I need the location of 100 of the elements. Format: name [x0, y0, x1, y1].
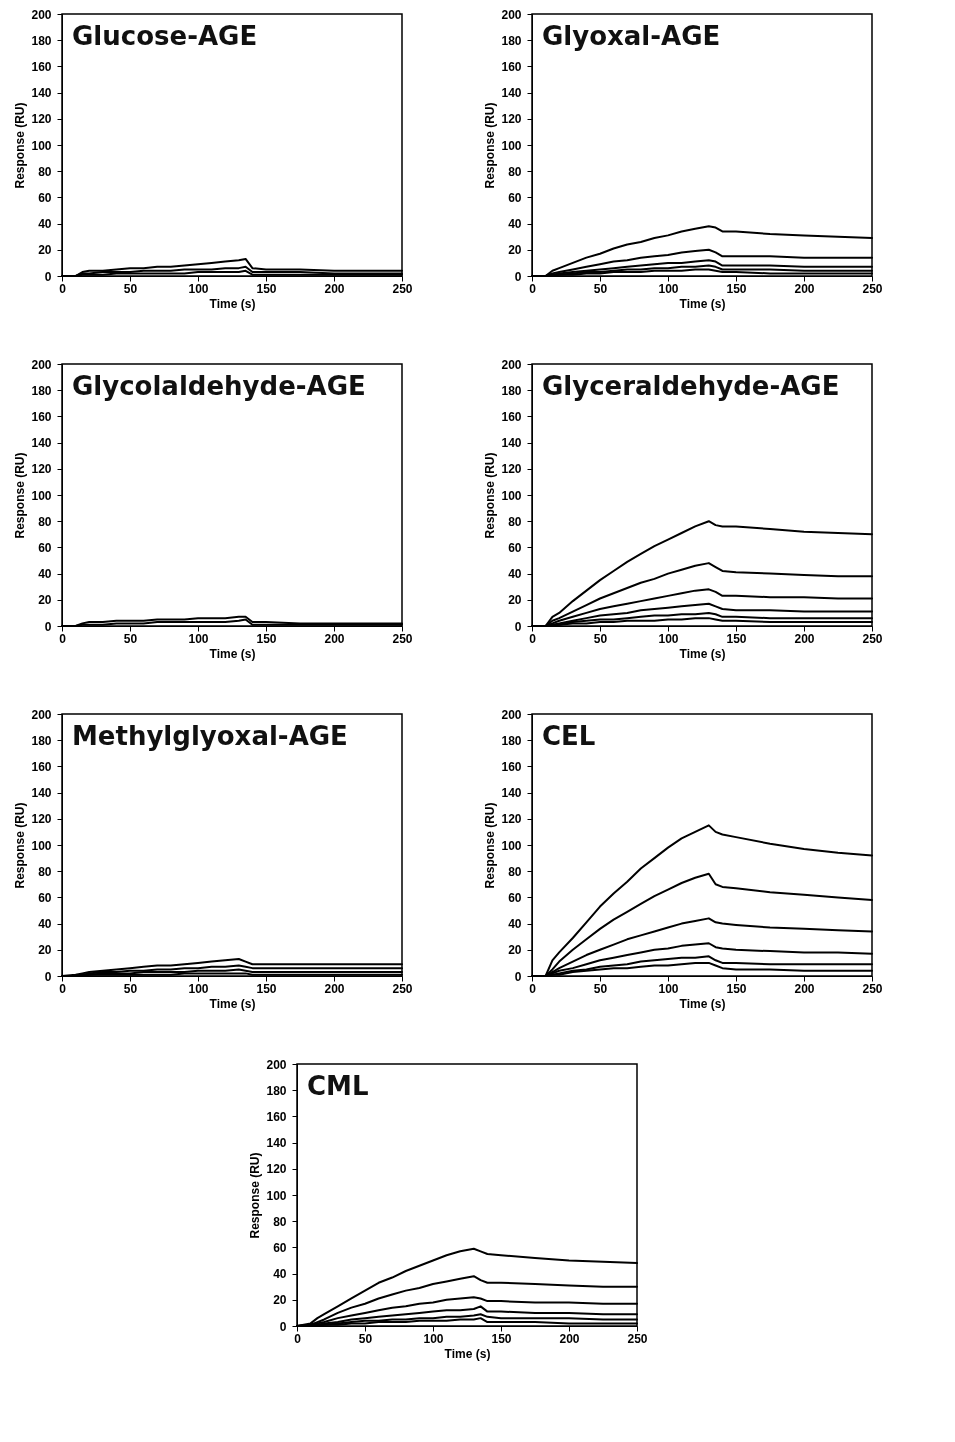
x-tick-label: 50	[593, 281, 607, 296]
y-tick-label: 80	[272, 1214, 287, 1229]
x-axis-title: Time (s)	[679, 646, 725, 661]
y-tick-label: 180	[500, 383, 522, 398]
y-tick-label: 120	[500, 812, 522, 827]
y-tick-label: 80	[507, 164, 522, 179]
y-tick-label: 60	[37, 540, 52, 555]
x-tick-label: 200	[323, 631, 345, 646]
y-tick-label: 140	[30, 86, 52, 101]
y-tick-label: 40	[37, 217, 52, 232]
y-axis-title: Response (RU)	[247, 1152, 262, 1239]
y-tick-label: 100	[500, 838, 522, 853]
y-tick-label: 20	[507, 243, 522, 258]
y-tick-label: 80	[37, 164, 52, 179]
x-tick-label: 150	[725, 631, 747, 646]
y-tick-label: 160	[500, 759, 522, 774]
x-tick-label: 250	[861, 981, 883, 996]
x-axis-title: Time (s)	[679, 996, 725, 1011]
y-tick-label: 0	[44, 619, 52, 634]
y-tick-label: 160	[500, 409, 522, 424]
y-tick-label: 200	[500, 357, 522, 372]
chart-title: Glycolaldehyde-AGE	[71, 371, 366, 401]
chart-title: Methylglyoxal-AGE	[71, 721, 348, 751]
y-tick-label: 0	[514, 969, 522, 984]
x-axis-title: Time (s)	[679, 296, 725, 311]
x-tick-label: 50	[123, 981, 137, 996]
y-tick-label: 120	[265, 1162, 287, 1177]
y-tick-label: 0	[279, 1319, 287, 1334]
y-axis-title: Response (RU)	[12, 802, 27, 889]
y-tick-label: 180	[30, 33, 52, 48]
y-tick-label: 160	[500, 59, 522, 74]
x-tick-label: 150	[255, 631, 277, 646]
x-tick-label: 200	[793, 281, 815, 296]
y-tick-label: 140	[30, 786, 52, 801]
y-tick-label: 40	[37, 567, 52, 582]
y-tick-label: 100	[30, 138, 52, 153]
x-tick-label: 150	[490, 1331, 512, 1346]
y-tick-label: 20	[272, 1293, 287, 1308]
y-tick-label: 160	[30, 59, 52, 74]
x-tick-label: 250	[861, 631, 883, 646]
x-tick-label: 100	[187, 631, 209, 646]
y-tick-label: 140	[500, 86, 522, 101]
y-axis-title: Response (RU)	[482, 802, 497, 889]
y-axis-title: Response (RU)	[12, 452, 27, 539]
x-tick-label: 250	[391, 281, 413, 296]
x-tick-label: 0	[58, 981, 66, 996]
x-tick-label: 250	[861, 281, 883, 296]
x-tick-label: 0	[528, 281, 536, 296]
x-tick-label: 50	[123, 631, 137, 646]
x-tick-label: 100	[657, 631, 679, 646]
x-tick-label: 50	[123, 281, 137, 296]
y-tick-label: 120	[30, 462, 52, 477]
y-tick-label: 120	[500, 112, 522, 127]
y-tick-label: 40	[507, 567, 522, 582]
y-tick-label: 80	[37, 864, 52, 879]
y-tick-label: 20	[507, 593, 522, 608]
y-tick-label: 60	[507, 890, 522, 905]
x-tick-label: 150	[255, 981, 277, 996]
y-tick-label: 160	[30, 409, 52, 424]
x-tick-label: 200	[323, 981, 345, 996]
y-tick-label: 0	[514, 619, 522, 634]
y-tick-label: 20	[37, 243, 52, 258]
x-tick-label: 200	[793, 631, 815, 646]
x-tick-label: 200	[323, 281, 345, 296]
x-tick-label: 150	[725, 981, 747, 996]
y-tick-label: 60	[37, 190, 52, 205]
x-tick-label: 0	[58, 631, 66, 646]
x-tick-label: 100	[657, 281, 679, 296]
y-tick-label: 200	[500, 707, 522, 722]
y-tick-label: 0	[44, 269, 52, 284]
y-tick-label: 120	[30, 812, 52, 827]
y-tick-label: 20	[37, 593, 52, 608]
y-tick-label: 100	[500, 488, 522, 503]
x-tick-label: 0	[528, 631, 536, 646]
y-tick-label: 60	[272, 1240, 287, 1255]
y-tick-label: 100	[30, 838, 52, 853]
x-axis-title: Time (s)	[209, 296, 255, 311]
x-tick-label: 250	[391, 981, 413, 996]
x-tick-label: 250	[391, 631, 413, 646]
x-tick-label: 200	[793, 981, 815, 996]
x-tick-label: 0	[58, 281, 66, 296]
y-tick-label: 40	[507, 217, 522, 232]
y-axis-title: Response (RU)	[482, 102, 497, 189]
y-tick-label: 200	[30, 7, 52, 22]
y-tick-label: 180	[265, 1083, 287, 1098]
chart-title: Glucose-AGE	[71, 21, 257, 51]
y-tick-label: 120	[500, 462, 522, 477]
y-tick-label: 160	[265, 1109, 287, 1124]
y-tick-label: 100	[265, 1188, 287, 1203]
y-tick-label: 180	[30, 383, 52, 398]
y-tick-label: 20	[507, 943, 522, 958]
x-tick-label: 0	[528, 981, 536, 996]
x-tick-label: 250	[626, 1331, 648, 1346]
x-tick-label: 50	[593, 631, 607, 646]
y-tick-label: 60	[37, 890, 52, 905]
y-tick-label: 0	[514, 269, 522, 284]
x-tick-label: 100	[187, 281, 209, 296]
y-tick-label: 200	[500, 7, 522, 22]
y-tick-label: 60	[507, 540, 522, 555]
y-tick-label: 160	[30, 759, 52, 774]
